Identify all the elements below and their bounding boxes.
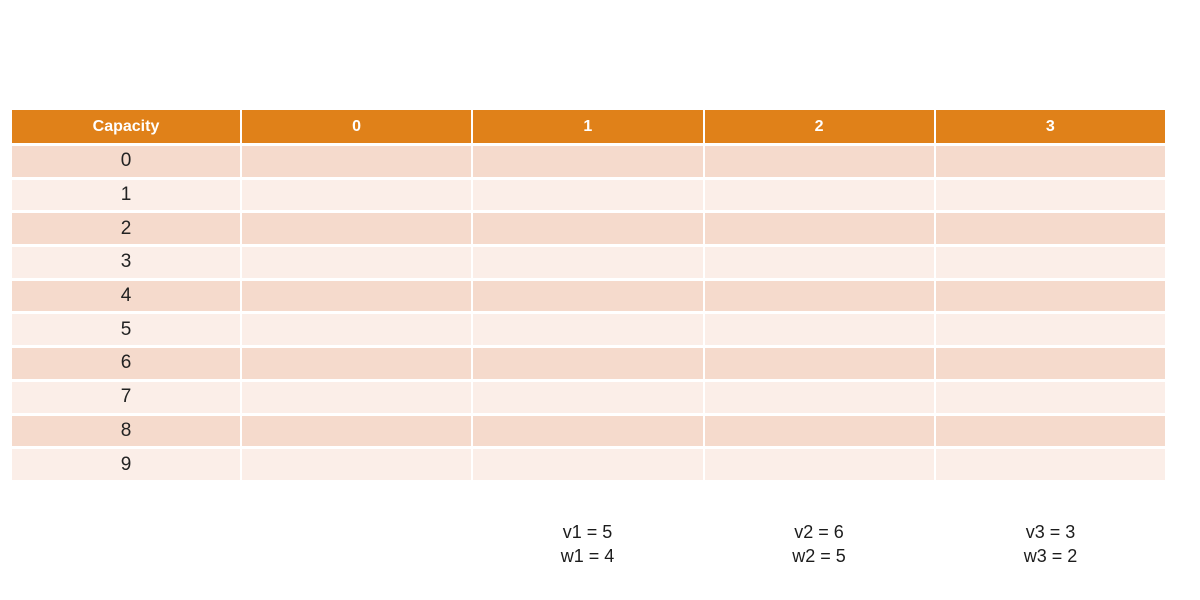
dp-cell (933, 277, 1168, 315)
dp-cell (702, 143, 936, 180)
dp-cell (933, 378, 1168, 416)
capacity-cell: 4 (10, 277, 242, 315)
dp-cell (702, 378, 936, 416)
dp-cell (471, 277, 705, 315)
dp-cell (471, 446, 705, 483)
capacity-cell: 9 (10, 446, 242, 483)
dp-cell (471, 412, 705, 450)
item-3-weight-label: w3 = 2 (1023, 546, 1078, 566)
item-1-value-label: v1 = 5 (562, 522, 613, 542)
dp-cell (702, 277, 936, 315)
dp-cell (702, 446, 936, 483)
dp-cell (933, 345, 1168, 382)
item-3-value-label: v3 = 3 (1025, 522, 1076, 542)
dp-cell (702, 244, 936, 281)
dp-cell (239, 277, 474, 315)
capacity-cell: 5 (10, 311, 242, 349)
table-row: 5 (10, 311, 1168, 349)
table-row: 0 (10, 143, 1168, 180)
dp-cell (239, 143, 474, 180)
item-2-weight-label: w2 = 5 (792, 546, 846, 566)
table-header-row: Capacity 0 1 2 3 (10, 107, 1168, 146)
dp-cell (239, 210, 474, 248)
capacity-cell: 8 (10, 412, 242, 450)
table-row: 6 (10, 345, 1168, 382)
capacity-cell: 7 (10, 378, 242, 416)
table-row: 9 (10, 446, 1168, 483)
table-row: 4 (10, 277, 1168, 315)
dp-cell (471, 311, 705, 349)
dp-cell (933, 446, 1168, 483)
capacity-cell: 6 (10, 345, 242, 382)
table-row: 2 (10, 210, 1168, 248)
item-2-stats: v2 = 6 w2 = 5 (704, 520, 935, 568)
dp-cell (239, 412, 474, 450)
header-cell-item-2: 2 (702, 107, 936, 146)
dp-cell (933, 244, 1168, 281)
dp-cell (471, 210, 705, 248)
dp-cell (933, 210, 1168, 248)
table-row: 7 (10, 378, 1168, 416)
item-1-weight-label: w1 = 4 (560, 546, 615, 566)
dp-cell (239, 176, 474, 214)
capacity-cell: 3 (10, 244, 242, 281)
dp-cell (933, 143, 1168, 180)
header-cell-item-0: 0 (239, 107, 474, 146)
dp-cell (933, 176, 1168, 214)
capacity-cell: 2 (10, 210, 242, 248)
dp-cell (471, 176, 705, 214)
dp-cell (471, 378, 705, 416)
capacity-cell: 0 (10, 143, 242, 180)
dp-cell (702, 176, 936, 214)
dp-cell (702, 210, 936, 248)
dp-cell (702, 412, 936, 450)
table-row: 8 (10, 412, 1168, 450)
item-2-value-label: v2 = 6 (794, 522, 844, 542)
dp-cell (933, 412, 1168, 450)
dp-cell (239, 244, 474, 281)
header-cell-item-3: 3 (933, 107, 1168, 146)
table-row: 1 (10, 176, 1168, 214)
item-1-stats: v1 = 5 w1 = 4 (472, 520, 703, 568)
header-cell-capacity: Capacity (10, 107, 242, 146)
dp-cell (471, 143, 705, 180)
table-row: 3 (10, 244, 1168, 281)
dp-cell (702, 311, 936, 349)
header-cell-item-1: 1 (471, 107, 705, 146)
capacity-cell: 1 (10, 176, 242, 214)
dp-cell (239, 378, 474, 416)
dp-cell (471, 244, 705, 281)
dp-cell (239, 345, 474, 382)
knapsack-dp-table: Capacity 0 1 2 3 0 1 (10, 107, 1168, 483)
dp-cell (933, 311, 1168, 349)
dp-cell (239, 446, 474, 483)
item-3-stats: v3 = 3 w3 = 2 (935, 520, 1166, 568)
dp-cell (702, 345, 936, 382)
dp-cell (471, 345, 705, 382)
dp-cell (239, 311, 474, 349)
